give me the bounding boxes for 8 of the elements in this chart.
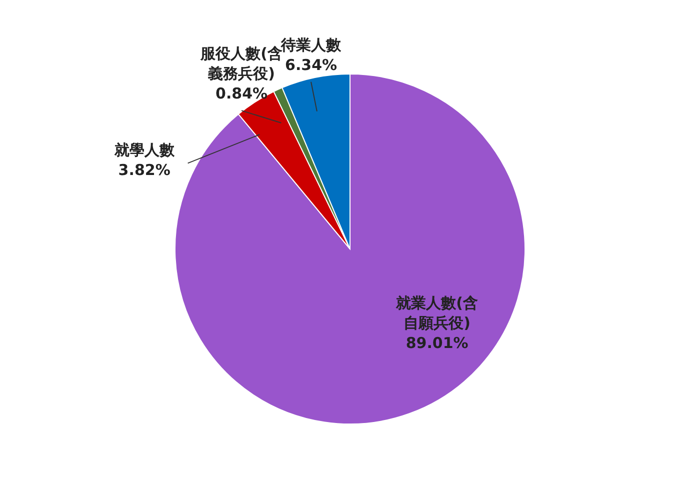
data-label: 0.84% (216, 84, 268, 103)
slice-label: 就學人數 (113, 141, 176, 160)
data-label: 6.34% (285, 56, 338, 74)
data-label: 3.82% (118, 161, 170, 180)
data-label: 89.01% (406, 334, 468, 352)
slice-label: 就業人數(含自願兵役) (395, 294, 478, 332)
slice-label: 待業人數 (280, 36, 342, 54)
slice-label: 服役人數(含義務兵役) (200, 44, 282, 83)
